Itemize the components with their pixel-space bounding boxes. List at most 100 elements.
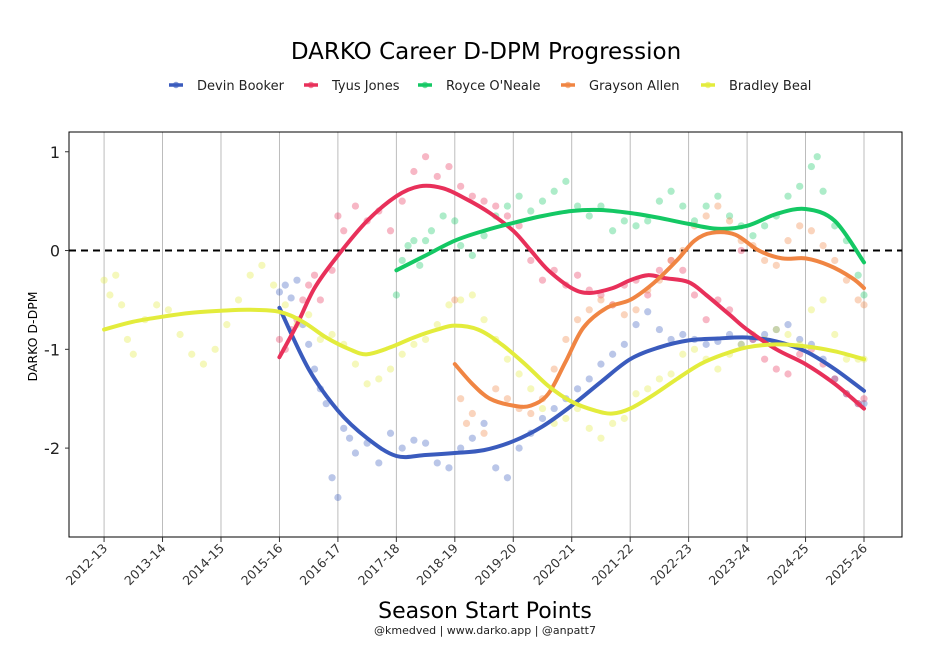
- data-point: [299, 296, 307, 304]
- data-point: [433, 172, 441, 181]
- data-point: [831, 330, 839, 339]
- data-point: [796, 222, 804, 230]
- data-point: [796, 335, 804, 344]
- data-point: [462, 419, 471, 428]
- data-point: [386, 429, 395, 437]
- data-point: [527, 207, 535, 215]
- data-point: [328, 474, 336, 482]
- data-point: [562, 177, 570, 185]
- data-point: [609, 350, 617, 358]
- data-point: [234, 296, 243, 304]
- data-point: [100, 276, 108, 284]
- data-point: [457, 444, 465, 452]
- data-point: [322, 400, 330, 408]
- data-point: [842, 276, 851, 284]
- trend-lines: [102, 183, 866, 460]
- data-point: [620, 340, 628, 348]
- x-tick-label: 2012-13: [63, 541, 111, 589]
- data-point: [714, 192, 722, 200]
- chart-caption: @kmedved | www.darko.app | @anpatt7: [374, 624, 596, 637]
- data-point: [655, 197, 664, 205]
- data-point: [468, 291, 476, 299]
- data-point: [761, 256, 769, 265]
- data-point: [609, 419, 617, 428]
- data-point: [345, 434, 354, 442]
- data-point: [527, 409, 535, 418]
- data-point: [386, 227, 395, 235]
- data-point: [492, 385, 500, 393]
- data-point: [340, 424, 348, 432]
- data-point: [351, 360, 360, 368]
- data-point: [667, 187, 675, 195]
- data-point: [246, 271, 254, 279]
- data-point: [813, 153, 821, 161]
- data-point: [538, 197, 547, 205]
- data-point: [796, 350, 804, 358]
- data-point: [310, 271, 319, 279]
- x-tick-label: 2013-14: [121, 540, 169, 588]
- data-point: [258, 261, 266, 269]
- data-point: [305, 340, 313, 348]
- data-point: [398, 256, 406, 265]
- data-point: [573, 316, 582, 324]
- data-point: [585, 212, 593, 220]
- data-point: [433, 459, 441, 467]
- trend-line-bradley-beal: [102, 307, 866, 416]
- data-point: [480, 197, 488, 205]
- data-point: [375, 375, 383, 383]
- data-point: [398, 444, 406, 452]
- data-point: [679, 330, 687, 339]
- data-point: [679, 350, 687, 358]
- data-point: [550, 404, 558, 413]
- data-point: [375, 459, 383, 467]
- data-point: [860, 395, 868, 403]
- data-point: [503, 474, 512, 482]
- data-point: [112, 271, 120, 279]
- data-point: [714, 365, 722, 373]
- data-point: [807, 227, 815, 235]
- data-point: [492, 202, 500, 210]
- data-point: [515, 222, 523, 230]
- data-point: [784, 370, 792, 378]
- data-point: [503, 395, 512, 403]
- points-bradley-beal: [100, 261, 868, 442]
- data-point: [550, 365, 558, 373]
- x-tick-label: 2015-16: [238, 540, 286, 588]
- data-point: [480, 316, 488, 324]
- data-point: [334, 212, 342, 220]
- y-tick-label: -1: [44, 340, 60, 359]
- data-point: [597, 434, 605, 442]
- data-point: [392, 291, 400, 299]
- data-point: [585, 375, 593, 383]
- legend-item-devin-booker: Devin Booker: [169, 79, 285, 94]
- data-point: [573, 202, 582, 210]
- data-point: [503, 355, 512, 363]
- data-point: [632, 390, 640, 398]
- trend-line-devin-booker: [277, 305, 866, 460]
- data-point: [527, 256, 535, 265]
- data-point: [609, 227, 617, 235]
- data-point: [807, 306, 815, 314]
- data-point: [761, 222, 769, 230]
- legend-label: Royce O'Neale: [446, 79, 540, 94]
- legend: Devin Booker Tyus Jones Royce O'Neale Grays…: [169, 79, 811, 94]
- data-point: [334, 493, 342, 502]
- data-point: [655, 375, 664, 383]
- data-point: [445, 464, 453, 472]
- data-point: [305, 281, 313, 289]
- data-point: [398, 197, 406, 205]
- data-point: [386, 365, 395, 373]
- data-point: [164, 306, 172, 314]
- data-point: [340, 227, 348, 235]
- data-point: [404, 241, 412, 250]
- data-point: [819, 241, 827, 250]
- data-point: [784, 192, 792, 200]
- data-point: [772, 261, 780, 269]
- data-point: [538, 276, 547, 284]
- trend-line-royce-o-neale: [394, 206, 866, 273]
- data-point: [410, 167, 418, 176]
- data-point: [457, 296, 465, 304]
- data-point: [702, 340, 710, 348]
- trend-line-tyus-jones: [277, 183, 866, 411]
